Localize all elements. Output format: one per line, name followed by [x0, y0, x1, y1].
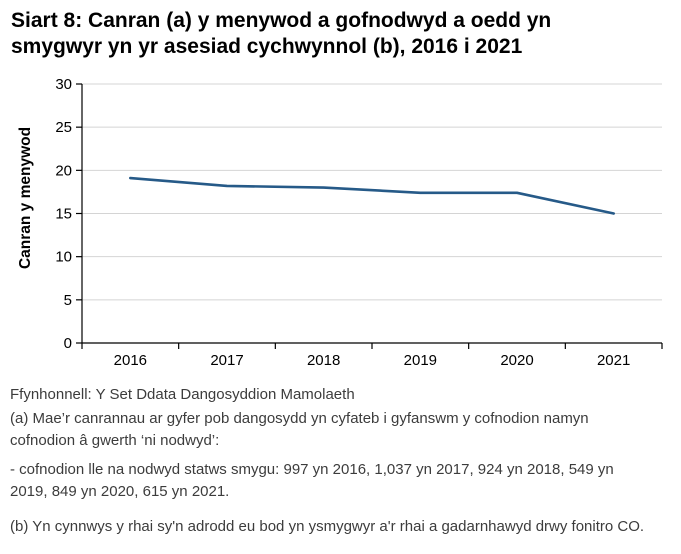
x-axis-label: 2017: [210, 352, 243, 369]
footnote-b: (b) Yn cynnwys y rhai sy'n adrodd eu bod…: [10, 518, 645, 535]
footnote-a-detail: - cofnodion lle na nodwyd statws smygu: …: [10, 461, 614, 500]
source-note: Ffynhonnell: Y Set Ddata Dangosyddion Ma…: [10, 386, 355, 403]
chart-title: Siart 8: Canran (a) y menywod a gofnodwy…: [11, 9, 552, 58]
footnote-a: (a) Mae’r canrannau ar gyfer pob dangosy…: [10, 410, 589, 449]
y-tick-label: 30: [55, 76, 72, 93]
y-tick-label: 5: [64, 292, 72, 309]
y-tick-label: 15: [55, 206, 72, 223]
chart-footnotes: Ffynhonnell: Y Set Ddata Dangosyddion Ma…: [10, 384, 671, 538]
x-axis-label: 2018: [307, 352, 340, 369]
x-axis-label: 2019: [404, 352, 437, 369]
y-axis-title: Canran y menywod: [17, 127, 34, 269]
y-tick-label: 20: [55, 162, 72, 179]
data-line: [129, 176, 616, 215]
y-tick-label: 10: [55, 249, 72, 266]
line-chart: 0 5 10 15 20 25 30 2016 2017 2018 2019 2020 2021 Canr…: [17, 76, 663, 369]
x-axis-label: 2020: [500, 352, 533, 369]
x-axis-label: 2016: [114, 352, 147, 369]
y-tick-label: 0: [64, 335, 72, 352]
y-tick-label: 25: [55, 119, 72, 136]
page: { "title": "Siart 8: Canran (a) y menywo…: [0, 8, 681, 554]
x-axis-label: 2021: [597, 352, 630, 369]
